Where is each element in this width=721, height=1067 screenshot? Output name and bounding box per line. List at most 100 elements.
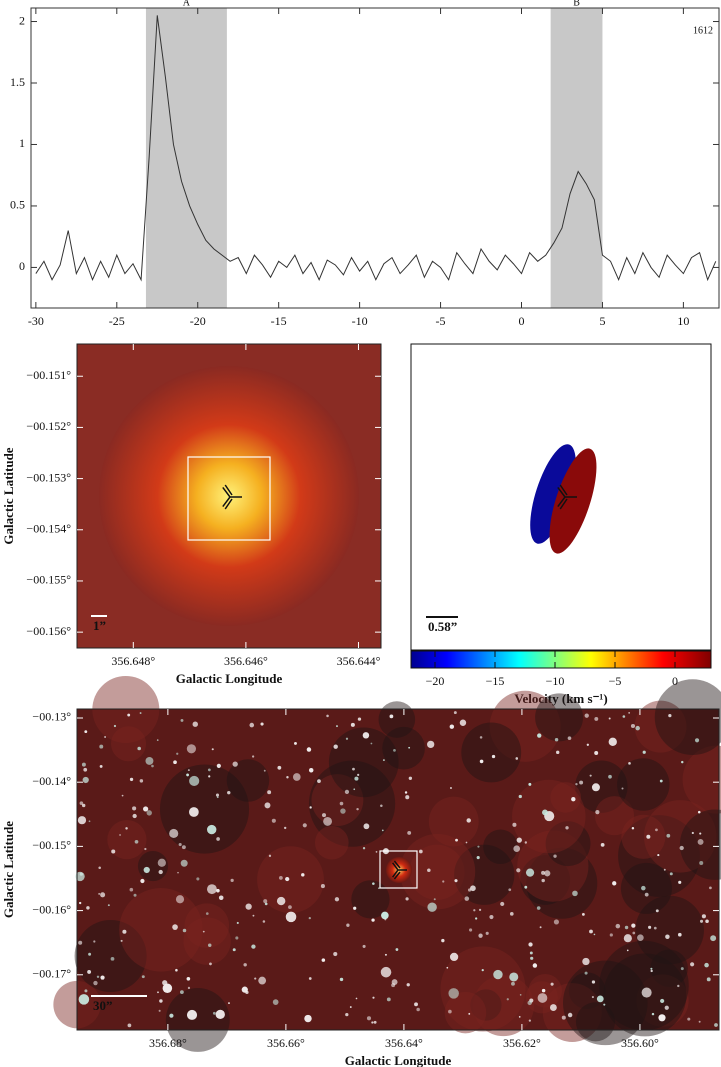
star xyxy=(301,873,305,877)
star xyxy=(309,806,312,809)
star xyxy=(475,917,478,920)
star xyxy=(589,774,592,777)
star xyxy=(567,736,572,740)
star xyxy=(384,953,387,956)
star xyxy=(478,908,482,911)
star xyxy=(110,956,115,961)
dust xyxy=(314,825,349,860)
star xyxy=(660,998,665,1004)
star xyxy=(134,839,139,844)
dust xyxy=(409,844,465,900)
star xyxy=(132,806,137,811)
star xyxy=(518,794,522,799)
star xyxy=(697,810,701,814)
y-tick-label: 0.5 xyxy=(10,198,25,212)
star xyxy=(406,983,410,987)
star xyxy=(207,824,217,835)
star xyxy=(362,732,370,739)
star xyxy=(205,912,209,915)
star xyxy=(512,822,517,827)
star xyxy=(263,899,268,904)
y-tick-label: −00.15° xyxy=(32,838,71,852)
star xyxy=(709,886,712,890)
star xyxy=(459,719,467,726)
star xyxy=(215,793,220,797)
star xyxy=(122,929,127,934)
x-tick-label: 356.68° xyxy=(149,1036,187,1050)
star xyxy=(84,989,88,993)
star xyxy=(465,841,468,844)
scale-bar-label: 1” xyxy=(93,618,106,633)
star xyxy=(344,789,350,795)
x-tick-label: −10 xyxy=(546,674,565,688)
star xyxy=(169,1013,174,1018)
star xyxy=(340,808,346,814)
dust xyxy=(643,800,717,873)
star xyxy=(232,761,238,767)
star xyxy=(186,1009,198,1020)
star xyxy=(393,749,396,752)
star xyxy=(528,1019,531,1022)
star xyxy=(79,901,82,905)
star xyxy=(467,888,472,892)
x-tick-label: 356.646° xyxy=(224,654,268,668)
star xyxy=(626,949,629,952)
star xyxy=(454,879,458,883)
star xyxy=(549,1004,557,1011)
star xyxy=(189,775,200,787)
star xyxy=(100,975,105,980)
star xyxy=(513,845,521,853)
star xyxy=(139,712,142,715)
star xyxy=(306,747,312,752)
star xyxy=(157,858,166,867)
star xyxy=(272,999,279,1005)
star xyxy=(353,906,357,910)
star xyxy=(78,994,90,1005)
star xyxy=(317,779,321,783)
star xyxy=(641,987,652,998)
star xyxy=(187,986,191,990)
dust xyxy=(107,819,147,860)
star xyxy=(180,718,184,722)
star xyxy=(704,962,709,968)
star xyxy=(180,859,188,867)
star xyxy=(529,951,533,955)
star xyxy=(565,826,569,830)
star xyxy=(320,884,325,889)
star xyxy=(651,1012,655,1016)
star xyxy=(382,759,385,762)
dust xyxy=(226,759,270,802)
star xyxy=(381,829,384,832)
maser-marker xyxy=(222,484,242,510)
star xyxy=(175,968,178,972)
star xyxy=(277,765,282,770)
star xyxy=(245,903,252,910)
star xyxy=(567,1012,573,1018)
star xyxy=(278,876,283,880)
star xyxy=(679,845,684,851)
star xyxy=(144,847,147,851)
star xyxy=(427,868,431,872)
x-tick-label: 356.66° xyxy=(267,1036,305,1050)
star xyxy=(516,837,522,843)
star xyxy=(245,990,249,995)
star xyxy=(632,931,636,935)
star xyxy=(354,776,359,781)
x-tick-label: 5 xyxy=(599,314,605,328)
star xyxy=(678,880,682,884)
star xyxy=(98,866,101,869)
dust xyxy=(483,829,518,865)
star xyxy=(366,1016,372,1021)
dust xyxy=(470,989,502,1021)
star xyxy=(539,926,542,929)
star xyxy=(485,931,489,935)
star xyxy=(635,725,640,731)
star xyxy=(698,1020,701,1023)
star xyxy=(476,856,480,860)
star xyxy=(554,737,559,742)
star xyxy=(528,782,532,786)
star xyxy=(158,869,163,875)
dust xyxy=(428,796,479,847)
star xyxy=(518,1015,521,1018)
dust xyxy=(440,946,526,1032)
